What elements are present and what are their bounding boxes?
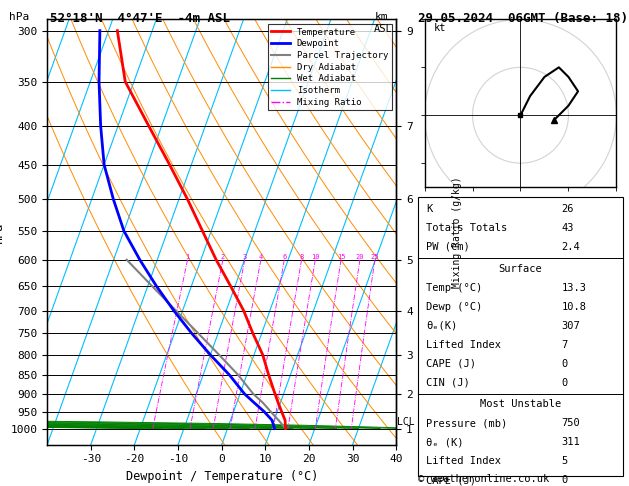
Text: Pressure (mb): Pressure (mb): [426, 418, 508, 429]
Text: 7: 7: [562, 340, 567, 349]
Text: θₑ (K): θₑ (K): [426, 437, 464, 448]
Text: 13.3: 13.3: [562, 283, 586, 293]
Text: LCL: LCL: [397, 417, 415, 427]
Text: 0: 0: [562, 378, 567, 388]
Text: 0: 0: [562, 359, 567, 369]
Text: Totals Totals: Totals Totals: [426, 223, 508, 233]
Text: hPa: hPa: [9, 12, 30, 22]
Text: 1: 1: [186, 254, 190, 260]
Text: 2: 2: [221, 254, 225, 260]
Text: kt: kt: [434, 23, 447, 34]
Text: Most Unstable: Most Unstable: [480, 399, 561, 409]
X-axis label: Dewpoint / Temperature (°C): Dewpoint / Temperature (°C): [126, 470, 318, 483]
Text: 10: 10: [311, 254, 320, 260]
Text: Lifted Index: Lifted Index: [426, 340, 501, 349]
Text: 0: 0: [562, 475, 567, 486]
Text: 15: 15: [337, 254, 345, 260]
Text: CIN (J): CIN (J): [426, 378, 470, 388]
Text: 8: 8: [299, 254, 304, 260]
Text: θₑ(K): θₑ(K): [426, 321, 458, 330]
Text: Temp (°C): Temp (°C): [426, 283, 482, 293]
Text: 3: 3: [243, 254, 247, 260]
Text: 311: 311: [562, 437, 580, 448]
Text: CAPE (J): CAPE (J): [426, 359, 476, 369]
Text: 43: 43: [562, 223, 574, 233]
Text: 307: 307: [562, 321, 580, 330]
Text: 4: 4: [259, 254, 263, 260]
Text: km: km: [374, 12, 387, 22]
Text: 29.05.2024  06GMT (Base: 18): 29.05.2024 06GMT (Base: 18): [418, 12, 628, 25]
Text: 10.8: 10.8: [562, 302, 586, 312]
Text: CAPE (J): CAPE (J): [426, 475, 476, 486]
Text: 20: 20: [355, 254, 364, 260]
Text: 52°18'N  4°47'E  -4m ASL: 52°18'N 4°47'E -4m ASL: [50, 12, 230, 25]
Text: ASL: ASL: [374, 24, 393, 35]
Text: 2.4: 2.4: [562, 242, 580, 252]
Text: Lifted Index: Lifted Index: [426, 456, 501, 467]
Text: 25: 25: [370, 254, 379, 260]
Text: PW (cm): PW (cm): [426, 242, 470, 252]
Text: 5: 5: [562, 456, 567, 467]
Y-axis label: Mixing Ratio (g/kg): Mixing Ratio (g/kg): [452, 176, 462, 288]
Text: © weatheronline.co.uk: © weatheronline.co.uk: [418, 473, 550, 484]
Text: Dewp (°C): Dewp (°C): [426, 302, 482, 312]
Text: Surface: Surface: [499, 263, 542, 274]
Text: K: K: [426, 204, 433, 214]
Y-axis label: hPa: hPa: [0, 222, 5, 243]
FancyBboxPatch shape: [418, 197, 623, 476]
Legend: Temperature, Dewpoint, Parcel Trajectory, Dry Adiabat, Wet Adiabat, Isotherm, Mi: Temperature, Dewpoint, Parcel Trajectory…: [268, 24, 392, 110]
Text: 26: 26: [562, 204, 574, 214]
Text: 750: 750: [562, 418, 580, 429]
Text: 6: 6: [282, 254, 286, 260]
